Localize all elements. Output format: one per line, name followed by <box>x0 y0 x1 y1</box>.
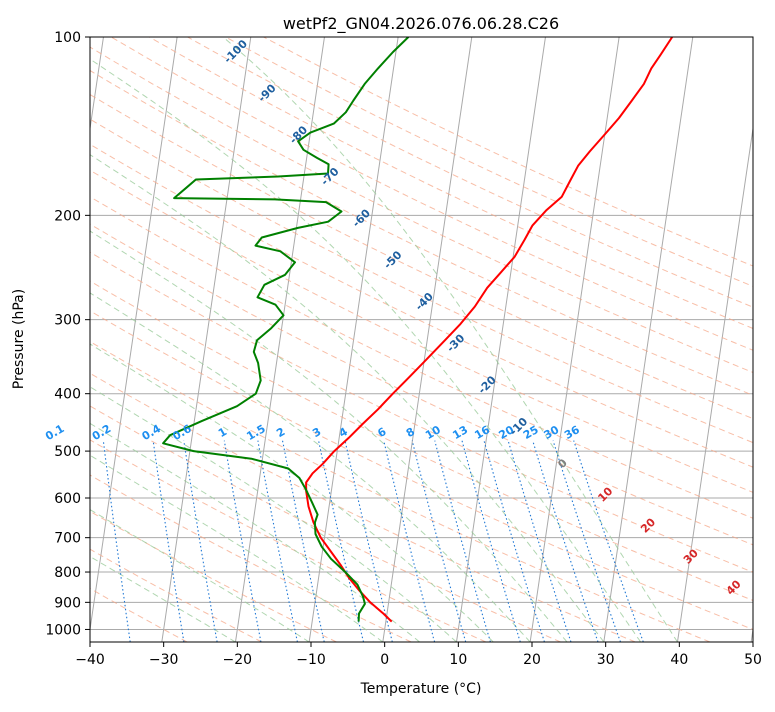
y-tick-label-100: 100 <box>54 30 81 46</box>
x-tick-label--30: −30 <box>149 652 179 668</box>
x-tick-label-0: 0 <box>380 652 389 668</box>
y-axis-label: Pressure (hPa) <box>11 289 27 389</box>
x-tick-label--40: −40 <box>75 652 105 668</box>
y-tick-label-400: 400 <box>54 387 81 403</box>
chart-title: wetPf2_GN04.2026.076.06.28.C26 <box>283 14 559 34</box>
x-tick-label-20: 20 <box>523 652 541 668</box>
y-tick-label-300: 300 <box>54 313 81 329</box>
x-axis-label: Temperature (°C) <box>360 681 482 697</box>
y-tick-label-900: 900 <box>54 595 81 611</box>
y-tick-label-500: 500 <box>54 444 81 460</box>
y-tick-label-200: 200 <box>54 208 81 224</box>
x-tick-label--20: −20 <box>223 652 253 668</box>
y-tick-label-600: 600 <box>54 491 81 507</box>
x-tick-label--10: −10 <box>296 652 326 668</box>
x-tick-label-50: 50 <box>744 652 762 668</box>
x-tick-label-10: 10 <box>449 652 467 668</box>
x-tick-label-30: 30 <box>597 652 615 668</box>
y-tick-label-1000: 1000 <box>45 622 81 638</box>
y-tick-label-800: 800 <box>54 565 81 581</box>
y-tick-label-700: 700 <box>54 531 81 547</box>
x-tick-label-40: 40 <box>670 652 688 668</box>
